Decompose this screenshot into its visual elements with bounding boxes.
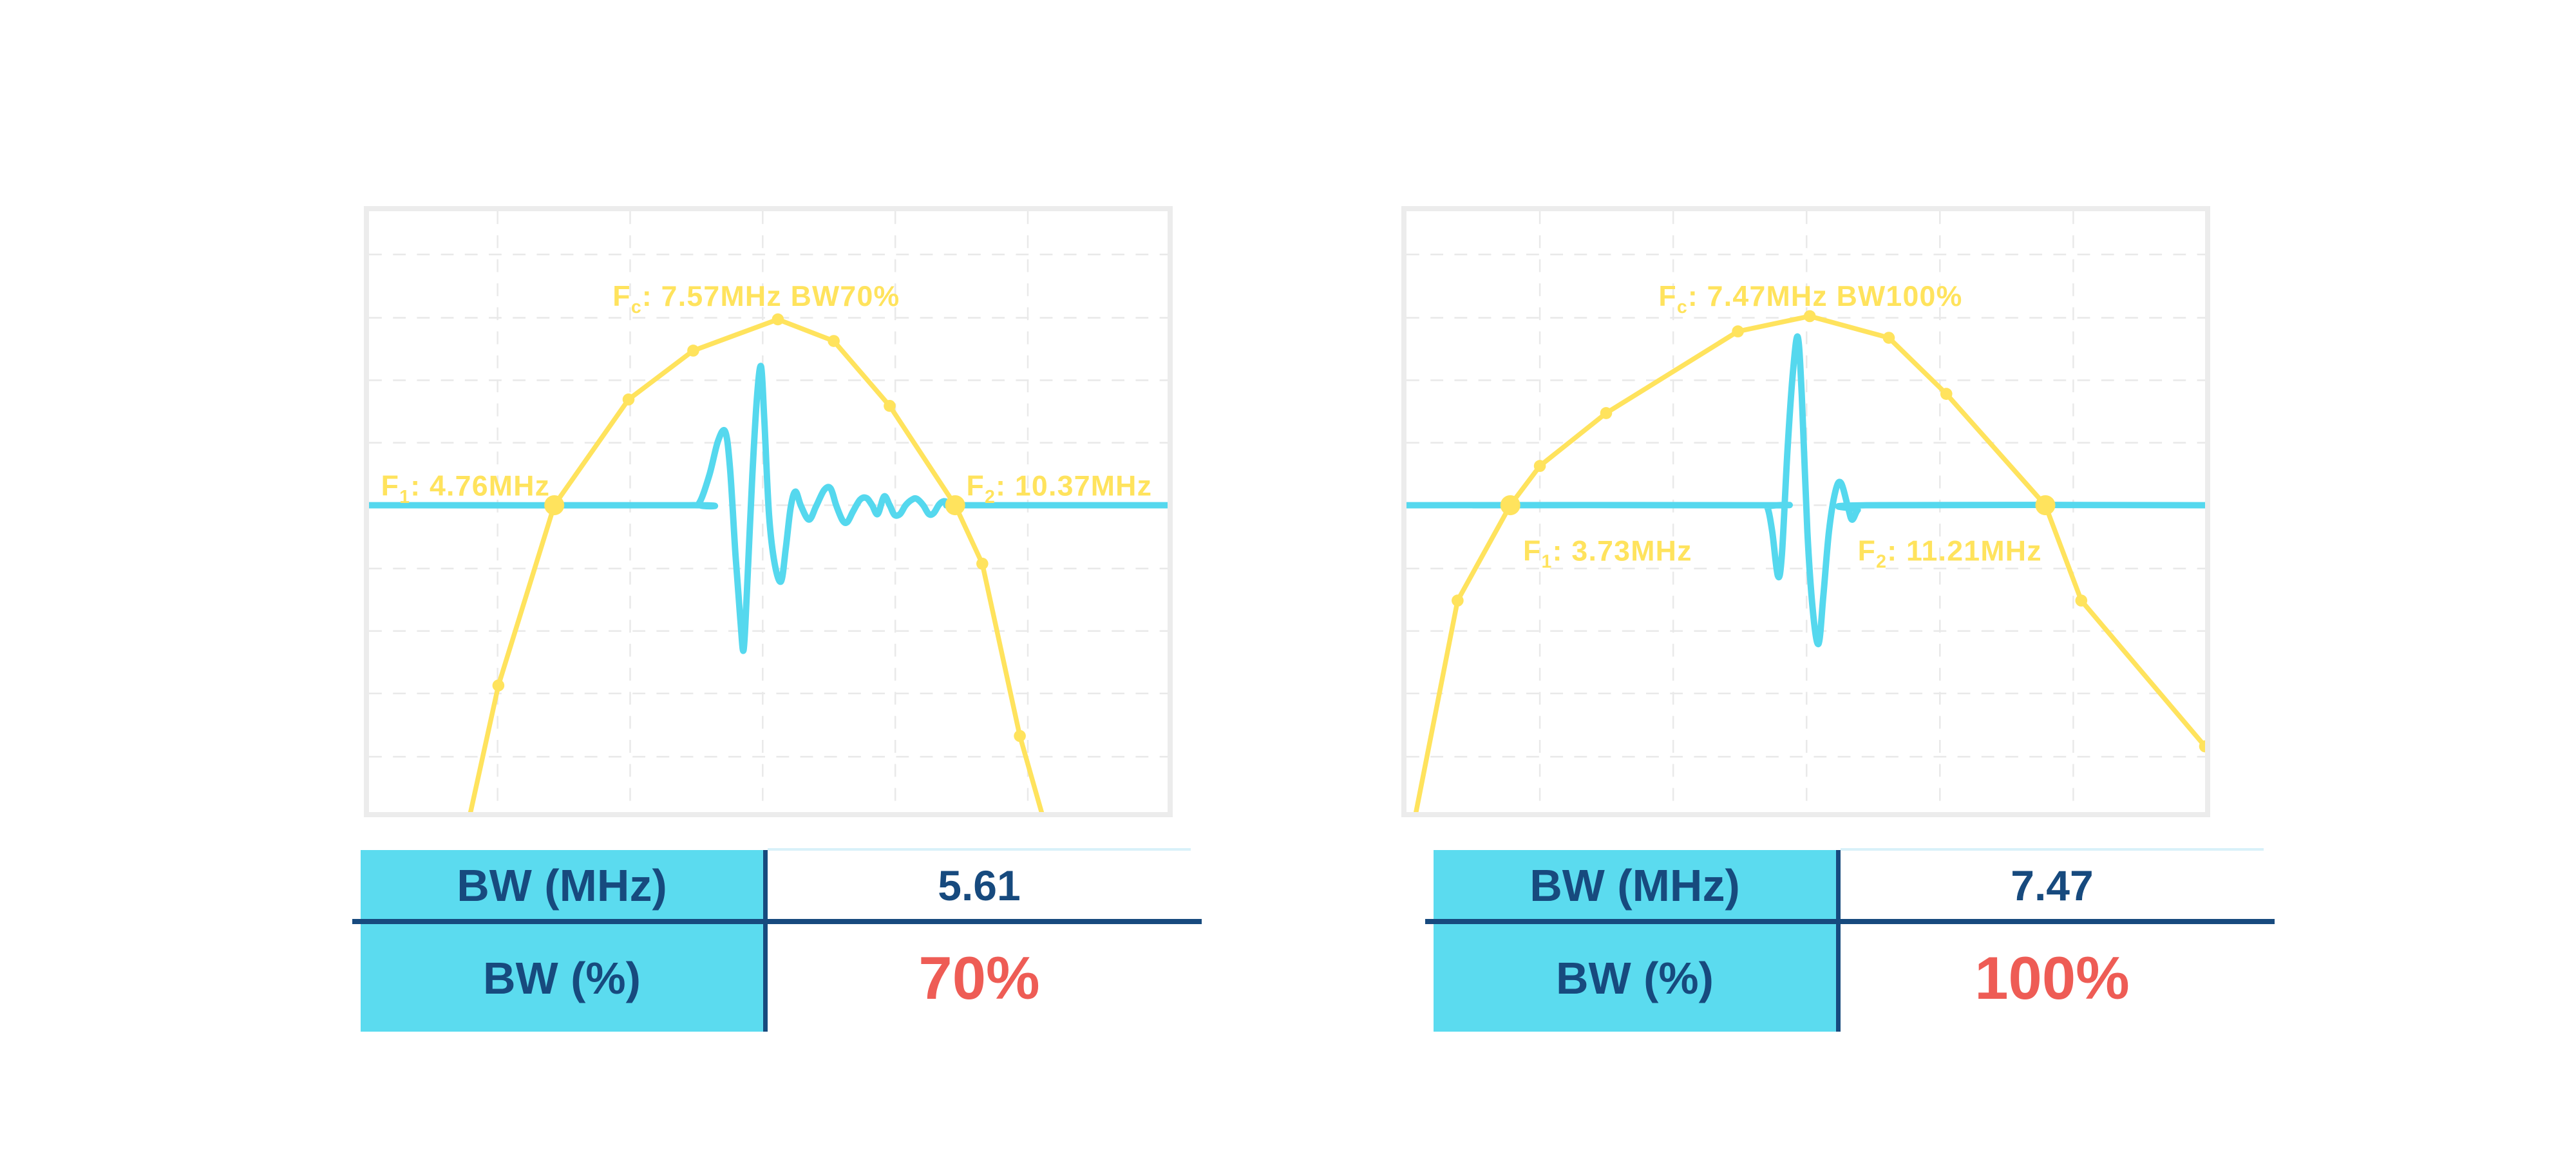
data-point-marker [1803, 310, 1816, 323]
data-point-marker [2035, 495, 2056, 516]
column-divider [763, 850, 768, 1032]
bw-pct-value: 70% [918, 943, 1040, 1012]
fc-annotation: Fc: 7.47MHz BW100% [1658, 281, 1962, 317]
f1-annotation: F1: 4.76MHz [381, 471, 551, 507]
bw-table-right-grid: BW (MHz) 7.47 BW (%) 100% [1425, 848, 2275, 1032]
row-divider [352, 919, 1202, 924]
bw-pct-value: 100% [1975, 943, 2130, 1012]
data-point-marker [622, 393, 635, 406]
bw-pct-label-cell: BW (%) [1434, 924, 1836, 1032]
chart-panel-left: Fc: 7.57MHz BW70% F1: 4.76MHz F2: 10.37M… [364, 206, 1173, 817]
f2-annotation: F2: 11.21MHz [1858, 535, 2042, 572]
data-point-marker [1882, 332, 1895, 344]
data-point-marker [1452, 594, 1464, 607]
data-point-marker [945, 495, 965, 516]
bw-mhz-label: BW (MHz) [457, 860, 667, 911]
bw-pct-label-cell: BW (%) [361, 924, 763, 1032]
bw-table-right: BW (MHz) 7.47 BW (%) 100% [1425, 848, 2275, 1032]
label-column-background [361, 850, 763, 1032]
spectrum-curve [1414, 314, 2205, 812]
pulse-trace [369, 363, 1168, 654]
bw-mhz-value: 5.61 [938, 862, 1021, 909]
bw-mhz-label-cell: BW (MHz) [1434, 850, 1836, 921]
row-divider [1425, 919, 2275, 924]
data-point-marker [687, 345, 699, 357]
data-point-marker [1500, 495, 1520, 516]
bw-mhz-label: BW (MHz) [1530, 860, 1740, 911]
bw-table-left: BW (MHz) 5.61 BW (%) 70% [352, 848, 1202, 1032]
data-point-marker [772, 313, 784, 326]
data-point-marker [1940, 388, 1953, 400]
bw-pct-label: BW (%) [1556, 952, 1714, 1003]
bw-pct-value-cell: 100% [1841, 924, 2264, 1032]
fc-annotation: Fc: 7.57MHz BW70% [612, 281, 900, 317]
bw-pct-value-cell: 70% [768, 924, 1191, 1032]
data-point-marker [2075, 594, 2088, 607]
data-point-marker [1600, 407, 1613, 419]
bw-mhz-label-cell: BW (MHz) [361, 850, 763, 921]
spectrum-markers [492, 313, 1026, 743]
data-point-marker [2199, 740, 2205, 753]
data-point-marker [1014, 730, 1026, 743]
data-point-marker [492, 679, 505, 692]
pulse-trace [1406, 333, 2205, 647]
bw-table-left-grid: BW (MHz) 5.61 BW (%) 70% [352, 848, 1202, 1032]
bw-mhz-value-cell: 7.47 [1841, 850, 2264, 921]
chart-panel-right: Fc: 7.47MHz BW100% F1: 3.73MHz F2: 11.21… [1401, 206, 2210, 817]
spectrum-markers [1452, 310, 2205, 753]
f1-annotation: F1: 3.73MHz [1523, 535, 1692, 572]
column-divider [1836, 850, 1841, 1032]
spectrum-curve [468, 317, 1045, 812]
data-point-marker [1732, 325, 1744, 337]
spectrum-chart-left: Fc: 7.57MHz BW70% F1: 4.76MHz F2: 10.37M… [369, 211, 1168, 812]
bw-mhz-value-cell: 5.61 [768, 850, 1191, 921]
data-point-marker [1533, 460, 1546, 472]
spectrum-chart-right: Fc: 7.47MHz BW100% F1: 3.73MHz F2: 11.21… [1406, 211, 2205, 812]
data-point-marker [544, 495, 565, 516]
data-point-marker [828, 335, 840, 347]
f2-annotation: F2: 10.37MHz [967, 471, 1153, 507]
label-column-background [1434, 850, 1836, 1032]
value-column-top-border [1841, 848, 2264, 851]
value-column-top-border [768, 848, 1191, 851]
bw-mhz-value: 7.47 [2011, 862, 2094, 909]
data-point-marker [976, 558, 989, 570]
bw-pct-label: BW (%) [483, 952, 641, 1003]
data-point-marker [884, 399, 896, 412]
